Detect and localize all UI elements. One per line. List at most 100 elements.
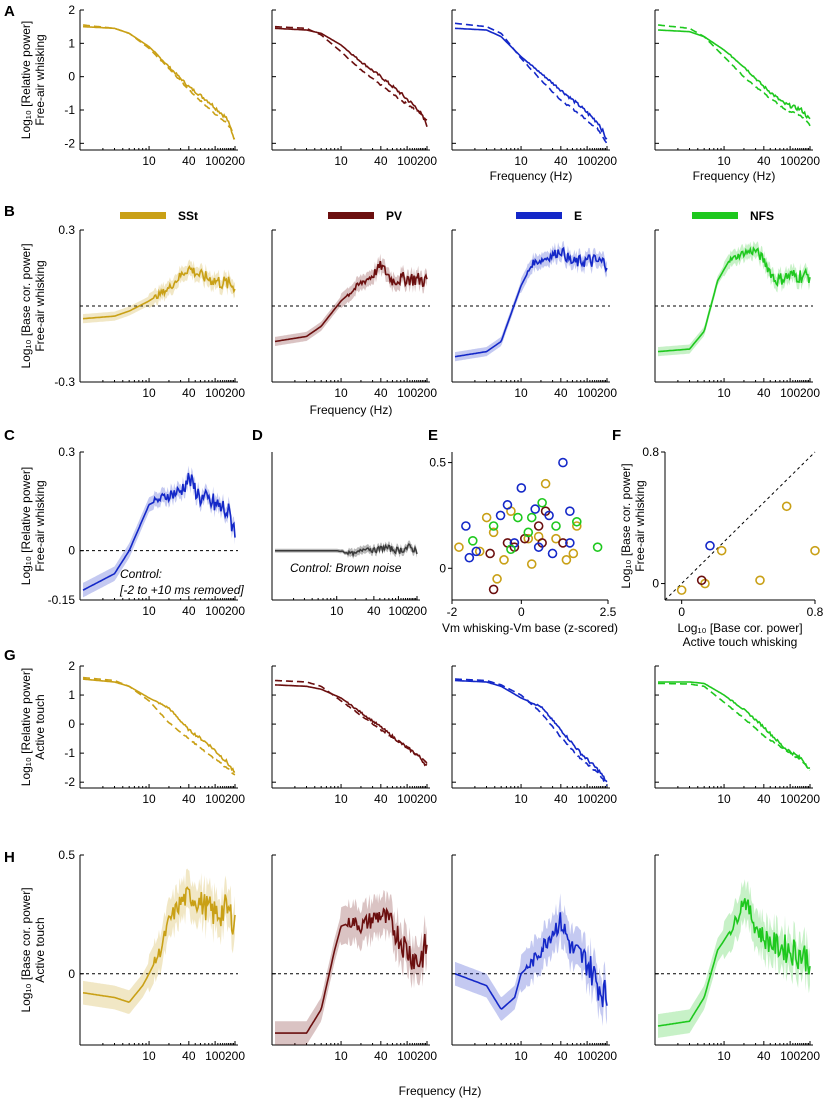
legend-label-sst: SSt [178,209,198,223]
panel-g-pv-axes [271,666,430,789]
panel-g-nfs-solid-line [658,681,811,769]
panel-a-pv-xtick-label: 200 [417,154,437,168]
panel-d-axes [271,452,420,601]
panel-letter-f: F [612,427,621,444]
panel-e-point-e [565,506,575,517]
panel-h-sst-ylabel: Log₁₀ [Base cor. power] [19,887,33,1012]
panel-h-pv-xtick-label: 40 [374,1049,388,1063]
panel-g-sst-solid-line [82,678,236,773]
panel-g-nfs-dashed-line [658,682,811,771]
panel-g-pv-xtick-label: 200 [417,792,437,806]
panel-h-sst-xtick-label: 200 [225,1049,245,1063]
panel-a-sst-xtick-label: 10 [142,154,156,168]
panel-f-point-sst [676,585,687,595]
panel-h-sst-mean-line [82,886,236,1003]
panel-letter-a: A [4,3,15,20]
legend-swatch-pv [328,212,374,219]
panel-b-e-error-band [455,240,607,362]
panel-h-sst-xtick-label: 10 [142,1049,156,1063]
panel-h-sst-xtick-label: 40 [182,1049,196,1063]
panel-c-ytick-label: 0.3 [58,445,75,459]
panel-e-xtick-label: 2.5 [600,605,617,619]
panel-e-point-sst [499,555,509,565]
panel-h-pv-xtick-label: 200 [417,1049,437,1063]
panel-g-sst-xtick-label: 100 [205,792,225,806]
panel-d-xtick-label: 100 [388,604,408,618]
legend-label-e: E [574,209,582,223]
panel-e-point-e [558,457,568,468]
panel-f-ytick-label: 0.8 [642,445,659,459]
panel-g-sst-ytick-label: 0 [68,717,75,731]
panel-g-sst-ytick-label: 2 [68,659,75,673]
panel-d-mean-line [275,543,418,558]
panel-b-pv-xtick-label: 200 [417,386,437,400]
panel-c-xtick-label: 100 [205,604,225,618]
panel-b-nfs-xtick-label: 10 [717,386,731,400]
panel-e-point-nfs [592,542,603,552]
panel-a-sst-ytick-label: -1 [64,103,75,117]
panel-g-sst-ytick-label: 1 [68,688,75,702]
panel-h-pv-xtick-label: 100 [397,1049,417,1063]
panel-a-e-xlabel: Frequency (Hz) [490,169,573,183]
panel-h-e-xtick-label: 100 [577,1049,597,1063]
panel-f-point-sst [781,501,792,512]
panel-e-point-nfs [571,516,582,527]
panel-e-xtick-label: -2 [447,605,458,619]
panel-f-point-pv [696,575,707,586]
panel-h-sst-ylabel: Active touch [33,917,47,982]
panel-g-nfs-xtick-label: 10 [717,792,731,806]
panel-b-pv-xtick-label: 100 [397,386,417,400]
panel-g-pv-xtick-label: 100 [397,792,417,806]
panel-d-xtick-label: 200 [407,604,427,618]
legend-label-pv: PV [386,209,402,223]
panel-a-pv-dashed-line [275,25,428,121]
panel-b-sst-xtick-label: 200 [225,386,245,400]
panel-c-mean-line [82,472,236,591]
panel-f-ylabel: Log₁₀ [Base cor. power] [619,463,633,588]
panel-h-e-xtick-label: 40 [554,1049,568,1063]
panel-a-nfs-solid-line [657,29,811,120]
panel-h-sst-ytick-label: 0 [68,967,75,981]
panel-e-point-e [464,552,475,563]
panel-e-point-sst [454,542,464,552]
panel-g-pv-xtick-label: 40 [374,792,388,806]
panel-e-point-e [565,538,575,548]
panel-b-pv-xtick-label: 40 [374,386,388,400]
panel-e-point-e [530,504,541,514]
panel-a-sst-ylabel: Log₁₀ [Relative power] [19,21,33,139]
panel-e-point-e [544,510,554,521]
panel-g-nfs-xtick-label: 40 [757,792,771,806]
panel-a-sst-xtick-label: 40 [182,154,196,168]
panel-f-xtick-label: 0 [678,605,685,619]
panel-a-sst-ytick-label: 2 [68,3,75,17]
panel-a-nfs-xtick-label: 200 [800,154,820,168]
panel-g-e-axes [451,666,610,789]
panel-f-xlabel: Log₁₀ [Base cor. power] [677,621,802,635]
panel-g-sst-ylabel: Active touch [33,694,47,759]
panel-a-e-xtick-label: 40 [554,154,568,168]
panel-c-ytick-label: -0.15 [48,593,76,607]
panel-a-sst-solid-line [83,25,236,140]
panel-d-xtick-label: 10 [330,604,344,618]
panel-a-e-xtick-label: 100 [577,154,597,168]
panel-e-point-e [547,548,558,559]
panel-f-point-e [705,540,715,551]
panel-b-nfs-xtick-label: 40 [757,386,771,400]
panel-e-point-pv [558,538,568,548]
panel-a-nfs-xtick-label: 10 [717,154,731,168]
panel-c-ylabel: Free-air whisking [33,480,47,571]
panel-letter-b: B [4,203,15,220]
panel-f-point-sst [755,575,765,586]
legend-swatch-sst [120,212,166,219]
panel-e-point-sst [488,527,499,538]
panel-g-nfs-axes [654,666,813,789]
panel-e-point-pv [488,584,499,595]
panel-h-e-xtick-label: 200 [597,1049,617,1063]
panel-g-e-xtick-label: 200 [597,792,617,806]
panel-b-sst-ylabel: Log₁₀ [Base cor. power] [19,243,33,368]
panel-g-sst-dashed-line [82,676,236,776]
panel-e-point-nfs [506,544,516,555]
panel-g-e-dashed-line [455,678,608,787]
panel-a-sst-xtick-label: 100 [205,154,225,168]
